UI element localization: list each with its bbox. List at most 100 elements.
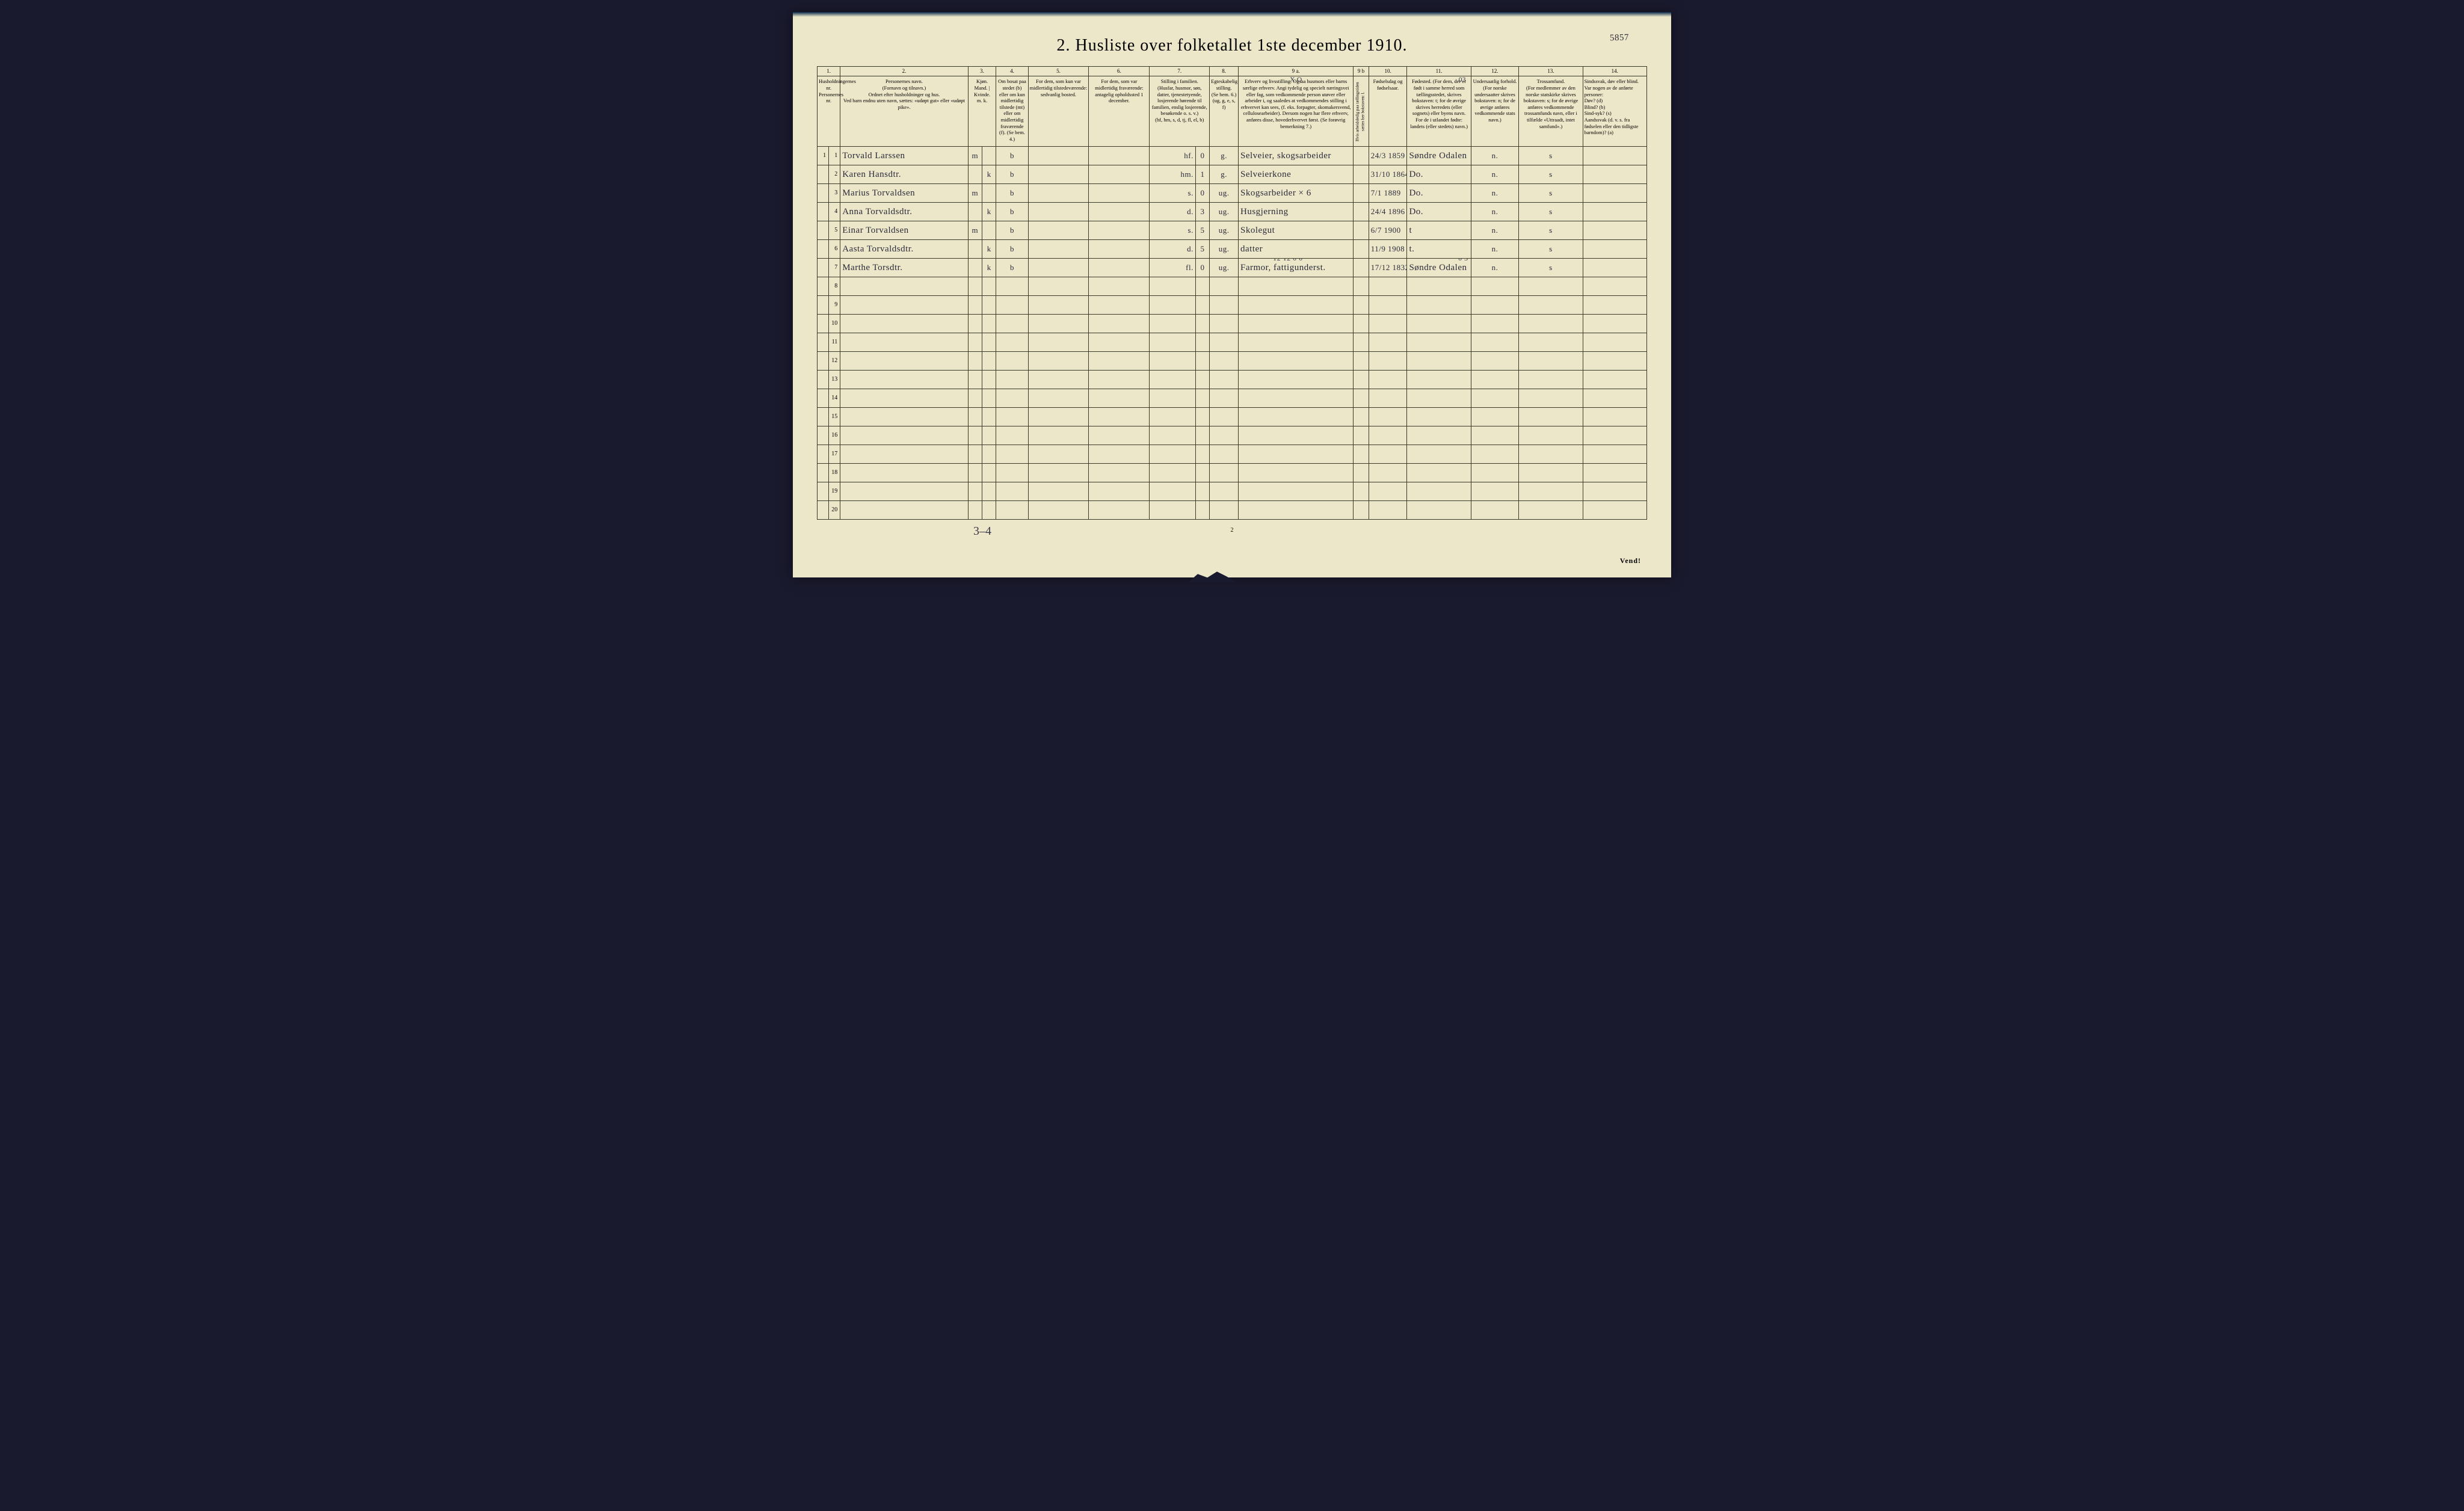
cell-c6 <box>1089 184 1150 203</box>
colnum-12: 12. <box>1471 67 1519 76</box>
cell-tros: s <box>1519 203 1583 221</box>
cell-empty <box>1519 408 1583 426</box>
table-row: 1 1 Torvald Larssen m b hf. 0 g. Selveie… <box>818 147 1647 165</box>
cell-empty <box>982 352 996 371</box>
cell-empty <box>1471 352 1519 371</box>
cell-empty <box>840 352 968 371</box>
cell-c6 <box>1089 203 1150 221</box>
cell-famnum: 0 <box>1195 184 1209 203</box>
cell-sind <box>1583 221 1646 240</box>
cell-empty <box>996 352 1028 371</box>
cell-empty <box>968 426 982 445</box>
cell-empty <box>840 464 968 482</box>
cell-fdato: 11/9 1908 <box>1369 240 1407 259</box>
cell-empty <box>1583 333 1646 352</box>
table-row-empty: 9 <box>818 296 1647 315</box>
cell-name: Marius Torvaldsen <box>840 184 968 203</box>
cell-erhverv: Skogsarbeider × 6 <box>1239 184 1354 203</box>
cell-fam: s. <box>1150 184 1195 203</box>
cell-empty <box>1583 464 1646 482</box>
cell-empty <box>1028 445 1089 464</box>
cell-empty <box>840 371 968 389</box>
cell-empty <box>1089 277 1150 296</box>
cell-empty <box>1150 333 1195 352</box>
cell-bosat: b <box>996 203 1028 221</box>
cell-empty <box>1239 464 1354 482</box>
cell-egt: ug. <box>1210 259 1239 277</box>
hdr-c3: Kjøn. Mand. | Kvinde. m. k. <box>968 76 996 147</box>
cell-und: n. <box>1471 147 1519 165</box>
cell-hnr <box>818 315 829 333</box>
cell-l <box>1354 259 1369 277</box>
cell-c5 <box>1028 221 1089 240</box>
cell-pnr: 17 <box>829 445 840 464</box>
table-header: 1. 2. 3. 4. 5. 6. 7. 8. 9 a. 9 b 10. 11.… <box>818 67 1647 147</box>
cell-sex-k: k <box>982 165 996 184</box>
cell-pnr: 6 <box>829 240 840 259</box>
cell-empty <box>1028 315 1089 333</box>
cell-empty <box>996 371 1028 389</box>
cell-empty <box>1150 464 1195 482</box>
cell-empty <box>1471 333 1519 352</box>
cell-pnr: 4 <box>829 203 840 221</box>
cell-empty <box>1471 315 1519 333</box>
cell-empty <box>968 277 982 296</box>
cell-fsted: t. <box>1407 240 1471 259</box>
cell-pnr: 11 <box>829 333 840 352</box>
cell-erhverv: Skolegut <box>1239 221 1354 240</box>
cell-empty <box>1519 371 1583 389</box>
cell-empty <box>1089 445 1150 464</box>
cell-fam: s. <box>1150 221 1195 240</box>
cell-empty <box>1195 408 1209 426</box>
hdr-c12: Undersaatlig forhold. (For norske unders… <box>1471 76 1519 147</box>
cell-sind <box>1583 240 1646 259</box>
cell-hnr <box>818 259 829 277</box>
cell-empty <box>982 445 996 464</box>
cell-empty <box>1210 482 1239 501</box>
cell-l <box>1354 147 1369 165</box>
cell-name: Aasta Torvaldsdtr. <box>840 240 968 259</box>
cell-sex-k <box>982 147 996 165</box>
colnum-5: 5. <box>1028 67 1089 76</box>
cell-erhverv: Selveierkone <box>1239 165 1354 184</box>
cell-empty <box>1369 315 1407 333</box>
cell-empty <box>1471 482 1519 501</box>
cell-famnum: 5 <box>1195 221 1209 240</box>
cell-l <box>1354 184 1369 203</box>
cell-empty <box>1028 296 1089 315</box>
cell-empty <box>996 277 1028 296</box>
hdr-c2: Personernes navn. (Fornavn og tilnavn.) … <box>840 76 968 147</box>
hdr-c13: Trossamfund. (For medlemmer av den norsk… <box>1519 76 1583 147</box>
cell-empty <box>1519 333 1583 352</box>
cell-empty <box>1028 352 1089 371</box>
cell-empty <box>1354 371 1369 389</box>
cell-l <box>1354 203 1369 221</box>
cell-empty <box>1150 389 1195 408</box>
cell-l <box>1354 240 1369 259</box>
cell-empty <box>1028 426 1089 445</box>
cell-empty <box>1519 501 1583 520</box>
cell-empty <box>1519 296 1583 315</box>
cell-empty <box>968 445 982 464</box>
cell-empty <box>1369 445 1407 464</box>
cell-sind <box>1583 184 1646 203</box>
cell-hnr <box>818 221 829 240</box>
cell-empty <box>1369 408 1407 426</box>
cell-empty <box>1239 426 1354 445</box>
colnum-9b: 9 b <box>1354 67 1369 76</box>
cell-empty <box>1369 371 1407 389</box>
cell-empty <box>1195 352 1209 371</box>
cell-empty <box>1150 482 1195 501</box>
cell-empty <box>968 389 982 408</box>
colnum-8: 8. <box>1210 67 1239 76</box>
cell-sex-m: m <box>968 147 982 165</box>
cell-empty <box>840 277 968 296</box>
cell-pnr: 8 <box>829 277 840 296</box>
cell-sex-m <box>968 240 982 259</box>
cell-empty <box>1195 277 1209 296</box>
page-number-handwritten: 5857 <box>1610 32 1630 43</box>
cell-pnr: 9 <box>829 296 840 315</box>
cell-empty <box>1519 315 1583 333</box>
cell-und: n. <box>1471 259 1519 277</box>
cell-empty <box>1407 482 1471 501</box>
